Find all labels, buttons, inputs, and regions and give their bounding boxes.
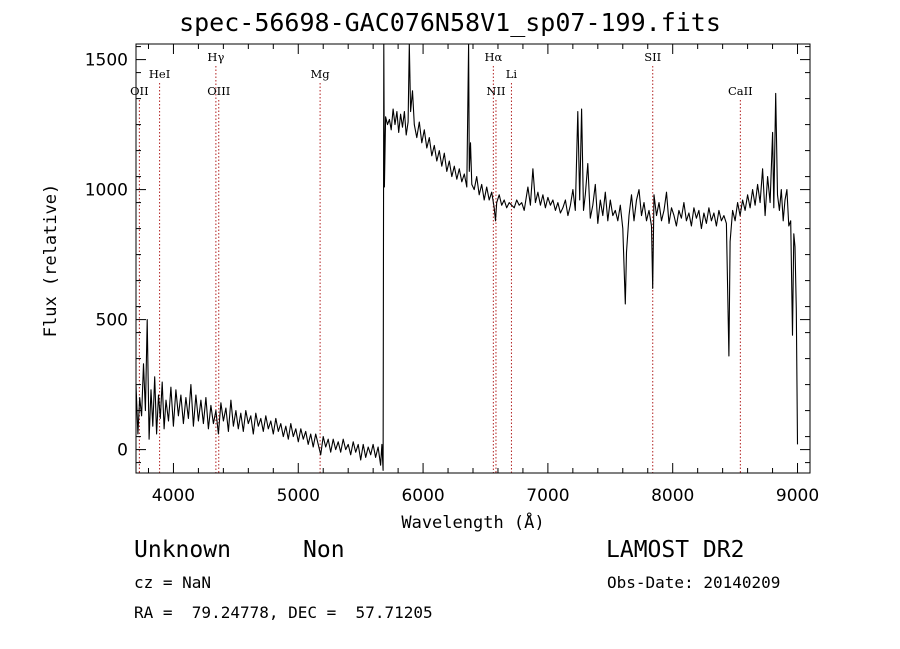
reference-line-label: NII	[486, 84, 505, 98]
y-tick-label: 0	[117, 441, 128, 461]
plot-frame	[135, 43, 811, 474]
survey-name: LAMOST DR2	[606, 537, 745, 563]
x-axis: 4000 5000 6000 7000 8000 9000	[147, 44, 819, 506]
reference-line-label: SII	[644, 50, 661, 64]
reference-line-label: Mg	[311, 67, 331, 81]
object-class: Unknown	[134, 537, 231, 563]
reference-line-label: CaII	[728, 84, 753, 98]
object-subclass: Non	[303, 537, 345, 563]
x-tick-label: 9000	[776, 486, 819, 506]
y-tick-label: 500	[96, 311, 128, 331]
x-tick-label: 7000	[526, 486, 569, 506]
redshift-cz: cz = NaN	[134, 573, 212, 592]
reference-line-label: Li	[506, 67, 518, 81]
chart-title: spec-56698-GAC076N58V1_sp07-199.fits	[179, 8, 721, 37]
x-tick-label: 4000	[152, 486, 195, 506]
reference-line-label: OII	[130, 84, 149, 98]
y-tick-label: 1500	[85, 51, 128, 71]
x-tick-label: 6000	[401, 486, 444, 506]
reference-line-label: Hα	[484, 50, 502, 64]
y-axis-title: Flux (relative)	[41, 184, 61, 338]
reference-line-label: OIII	[207, 84, 230, 98]
x-tick-label: 8000	[651, 486, 694, 506]
y-axis: 0 500 1000 1500	[85, 46, 810, 464]
spectrum-series	[135, 43, 799, 471]
spectrum-line	[135, 43, 799, 471]
observation-date: Obs-Date: 20140209	[607, 573, 781, 592]
coordinates-ra-dec: RA = 79.24778, DEC = 57.71205	[134, 603, 433, 622]
x-tick-label: 5000	[277, 486, 320, 506]
x-axis-title: Wavelength (Å)	[401, 511, 544, 533]
reference-line-label: HeI	[149, 67, 170, 81]
reference-line-label: Hγ	[207, 50, 224, 64]
y-tick-label: 1000	[85, 181, 128, 201]
